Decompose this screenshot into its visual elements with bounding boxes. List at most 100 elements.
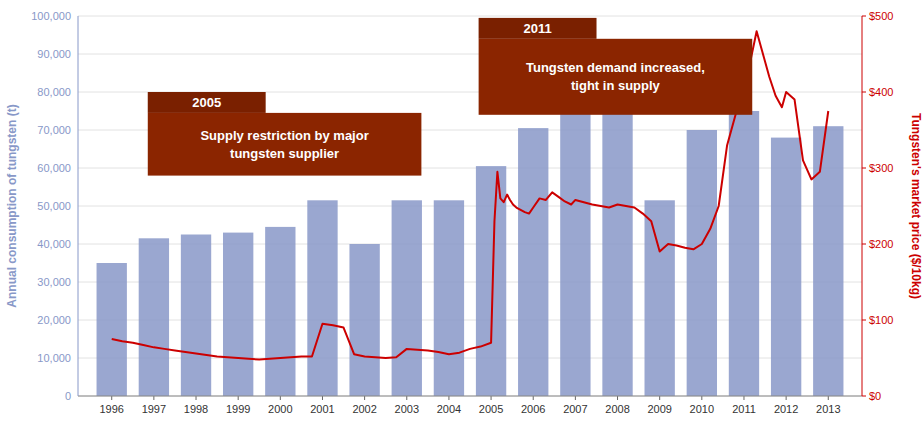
y-tick-label: 100,000 (31, 10, 71, 22)
bar (729, 111, 759, 396)
y2-tick (862, 320, 866, 321)
y-tick-label: 40,000 (37, 238, 71, 250)
y-tick-label: 80,000 (37, 86, 71, 98)
y2-tick (862, 244, 866, 245)
x-tick-label: 2010 (690, 403, 714, 415)
bar (223, 233, 253, 396)
annotation-title: 2005 (192, 95, 221, 110)
y-tick-label: 70,000 (37, 124, 71, 136)
x-tick-label: 1999 (226, 403, 250, 415)
x-tick-label: 2005 (479, 403, 503, 415)
annotation-text-line: tight in supply (571, 78, 661, 93)
y2-tick (862, 168, 866, 169)
x-tick-label: 2013 (816, 403, 840, 415)
y-tick-label: 0 (65, 390, 71, 402)
bar (265, 227, 295, 396)
annotation-tab (479, 18, 597, 39)
price-line (112, 31, 829, 359)
x-tick (406, 396, 407, 400)
annotation-tab (148, 92, 266, 113)
y2-tick-label: $300 (869, 162, 893, 174)
x-tick-label: 2011 (732, 403, 756, 415)
annotation-text-line: Supply restriction by major (200, 128, 368, 143)
y-axis-label: Annual consumption of tungsten (t) (5, 104, 19, 307)
annotation-text: Tungsten demand increased, tight in suppl… (526, 60, 705, 93)
chart: 0 10,000 20,000 30,000 40,000 50,000 60,000 70,… (0, 0, 924, 436)
x-axis (78, 396, 862, 397)
x-tick-label: 1996 (99, 403, 123, 415)
x-tick (828, 396, 829, 400)
annotation-title: 2011 (523, 21, 551, 36)
y-tick-label: 10,000 (37, 352, 71, 364)
bar (560, 105, 590, 396)
x-tick-label: 2009 (647, 403, 671, 415)
x-tick (280, 396, 281, 400)
x-tick (533, 396, 534, 400)
x-tick (701, 396, 702, 400)
bar (181, 235, 211, 397)
annotation-box (479, 39, 753, 115)
x-tick (617, 396, 618, 400)
bar (97, 263, 127, 396)
plot-area (97, 31, 844, 396)
y-tick-label: 20,000 (37, 314, 71, 326)
y-tick-label: 60,000 (37, 162, 71, 174)
y2-tick-label: $500 (869, 10, 893, 22)
bar (602, 111, 632, 396)
annotation-text-line: Tungsten demand increased, (526, 60, 705, 75)
x-tick-label: 2002 (352, 403, 376, 415)
annotation-tab-shade (148, 92, 266, 113)
x-tick-label: 1998 (184, 403, 208, 415)
x-tick (786, 396, 787, 400)
x-tick-label: 1997 (142, 403, 166, 415)
x-tick (659, 396, 660, 400)
x-tick-label: 2001 (310, 403, 334, 415)
x-tick-label: 2006 (521, 403, 545, 415)
bar (139, 238, 169, 396)
x-tick-label: 2012 (774, 403, 798, 415)
x-tick (364, 396, 365, 400)
y2-tick-label: $400 (869, 86, 893, 98)
y-axis (78, 16, 79, 396)
y2-tick-label: $200 (869, 238, 893, 250)
y2-tick (862, 16, 866, 17)
x-tick (111, 396, 112, 400)
x-tick (196, 396, 197, 400)
x-tick (575, 396, 576, 400)
y2-tick-label: $100 (869, 314, 893, 326)
x-tick-label: 2007 (563, 403, 587, 415)
y2-tick-label: $0 (869, 390, 881, 402)
bar (307, 200, 337, 396)
y2-axis-label: Tungsten's market price ($/10kg) (909, 113, 923, 299)
grid-line (78, 396, 862, 397)
annotation-tab-shade (479, 18, 597, 39)
x-tick (448, 396, 449, 400)
bar (434, 200, 464, 396)
grid-line (78, 16, 862, 17)
bar (645, 200, 675, 396)
x-tick (322, 396, 323, 400)
annotation: 2005 Supply restriction by major tungsten … (148, 92, 422, 176)
x-tick (491, 396, 492, 400)
bar (813, 126, 843, 396)
y2-axis (862, 16, 863, 396)
x-tick (238, 396, 239, 400)
x-tick-label: 2008 (605, 403, 629, 415)
x-tick-label: 2003 (395, 403, 419, 415)
annotation-text: Supply restriction by major tungsten supp… (200, 128, 368, 161)
x-tick-label: 2000 (268, 403, 292, 415)
annotation-box (148, 113, 422, 176)
x-tick (743, 396, 744, 400)
y-tick-label: 50,000 (37, 200, 71, 212)
bar (349, 244, 379, 396)
bar (518, 128, 548, 396)
annotation-text-line: tungsten supplier (230, 146, 339, 161)
annotation: 2011 Tungsten demand increased, tight in s… (479, 18, 753, 115)
bar (687, 130, 717, 396)
x-tick-label: 2004 (437, 403, 461, 415)
grid (78, 16, 862, 396)
y-tick-label: 30,000 (37, 276, 71, 288)
bar (771, 138, 801, 396)
y2-tick (862, 92, 866, 93)
bar (392, 200, 422, 396)
